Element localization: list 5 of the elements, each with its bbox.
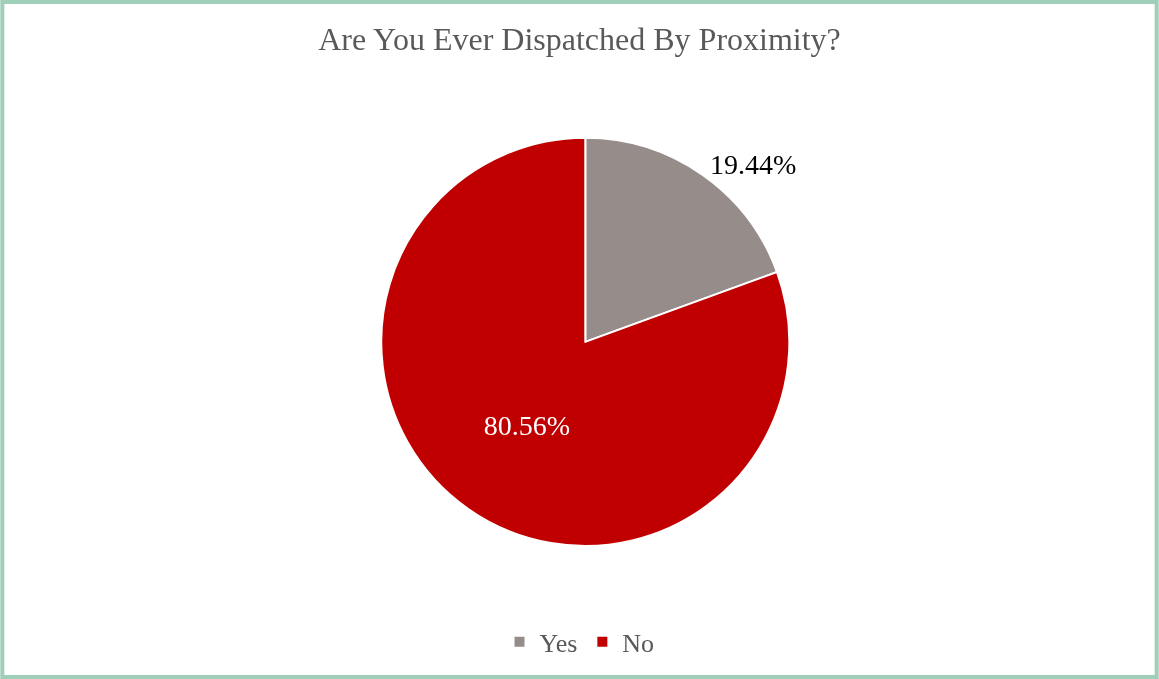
data-label: 80.56% bbox=[483, 409, 570, 441]
legend-label: Yes bbox=[539, 628, 578, 658]
chart-title: Are You Ever Dispatched By Proximity? bbox=[318, 20, 841, 57]
legend-label: No bbox=[622, 628, 655, 658]
data-label: 19.44% bbox=[710, 148, 797, 180]
